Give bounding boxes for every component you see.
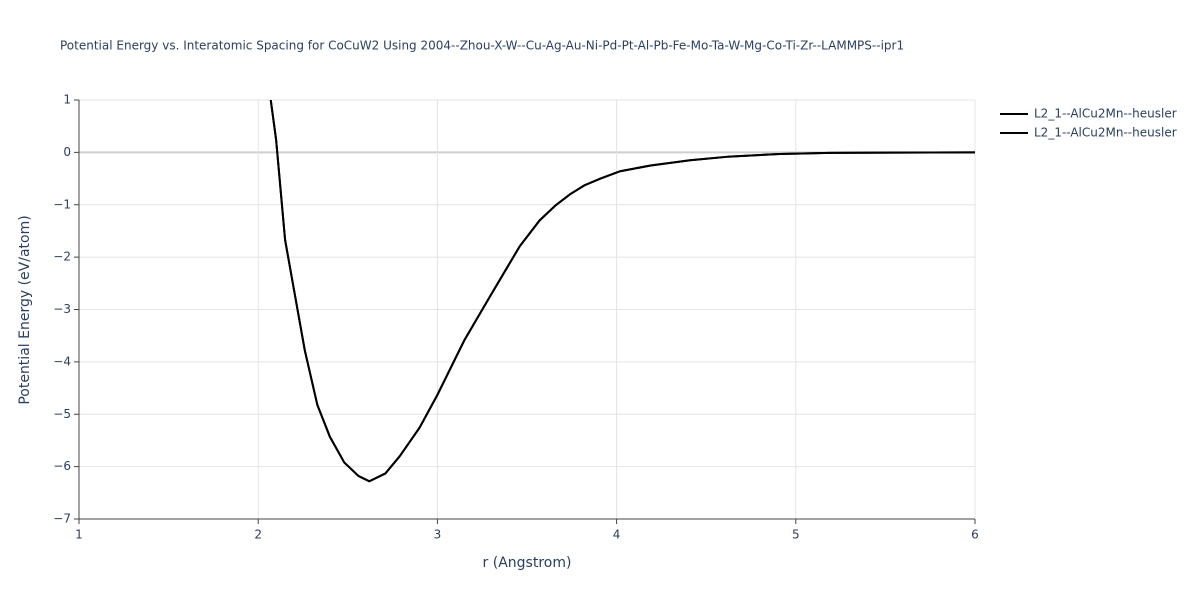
y-tick-label: −7 [53,512,71,526]
x-tick-label: 2 [254,528,262,542]
x-tick-label: 5 [792,528,800,542]
line [269,100,975,483]
line [269,100,975,483]
y-tick-label: 1 [63,93,71,107]
chart-title: Potential Energy vs. Interatomic Spacing… [60,39,904,53]
y-tick-label: −5 [53,407,71,421]
y-tick-label: −4 [53,354,71,368]
y-tick-label: −1 [53,197,71,211]
legend-label: L2_1--AlCu2Mn--heusler [1034,107,1177,121]
x-tick-label: 6 [971,528,979,542]
x-tick-label: 1 [75,528,83,542]
x-tick-label: 3 [434,528,442,542]
legend-label: L2_1--AlCu2Mn--heusler [1034,126,1177,140]
y-tick-label: −3 [53,302,71,316]
y-tick-label: −2 [53,250,71,264]
x-axis-title: r (Angstrom) [483,555,572,571]
y-tick-label: 0 [63,145,71,159]
y-axis-title: Potential Energy (eV/atom) [17,215,33,404]
y-tick-label: −6 [53,459,71,473]
x-tick-label: 4 [613,528,621,542]
